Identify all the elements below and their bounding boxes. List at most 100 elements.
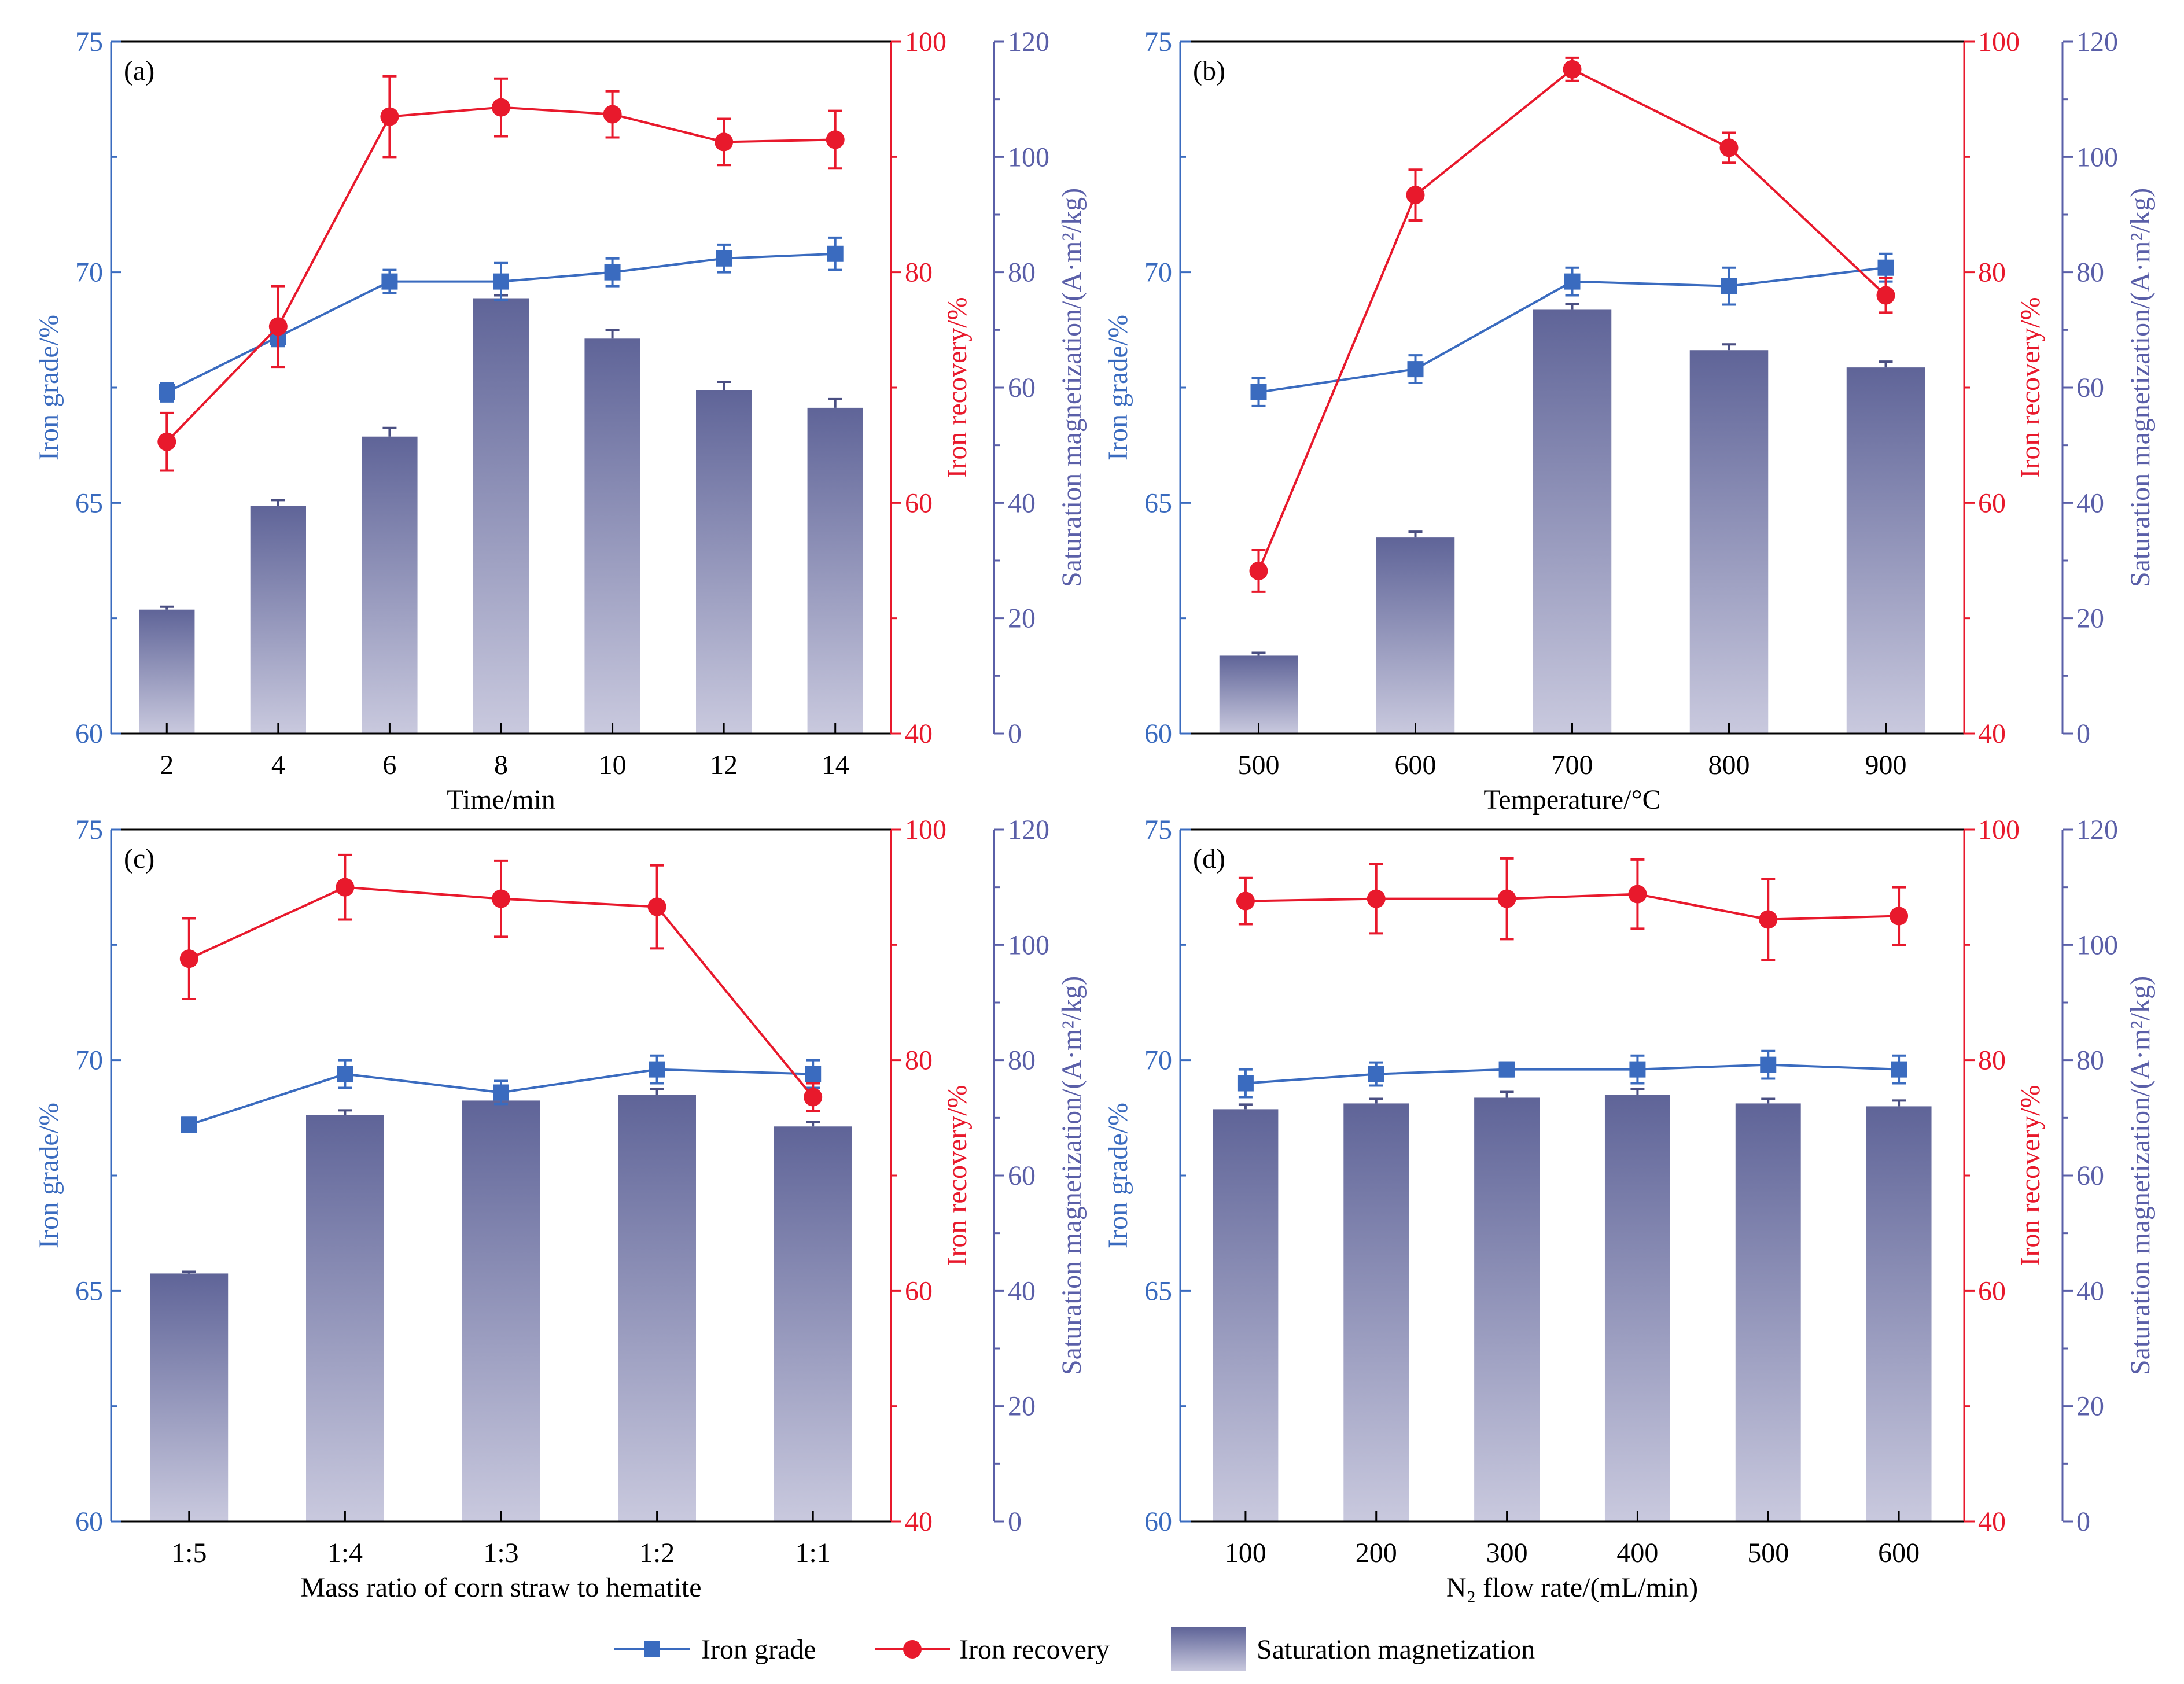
recovery-point [715,132,734,152]
magnetization-bar [1846,367,1925,734]
grade-tick-label: 60 [1144,718,1172,749]
grade-point [1407,361,1424,378]
x-axis-title: Temperature/°C [1483,784,1660,815]
magnetization-bar [1219,655,1298,734]
x-tick-label: 600 [1395,750,1437,780]
grade-point [181,1116,197,1133]
grade-series-line [1245,1063,1899,1085]
grade-tick-label: 70 [1144,1045,1172,1076]
recovery-tick-label: 80 [1978,257,2006,288]
recovery-point [179,949,198,968]
recovery-point [1236,891,1255,911]
magnetization-bar [696,390,752,734]
x-tick-label: 500 [1238,750,1280,780]
recovery-tick-label: 40 [1978,1506,2006,1537]
grade-tick-label: 65 [1144,1276,1172,1306]
magnetization-tick-label: 120 [2076,815,2118,845]
grade-point [649,1061,665,1078]
x-tick-label: 4 [271,750,285,780]
grade-point [805,1066,822,1082]
grade-tick-label: 70 [1144,257,1172,288]
legend-recovery-marker [903,1640,922,1659]
magnetization-tick-label: 20 [1008,1391,1036,1422]
magnetization-tick-label: 40 [1008,488,1036,518]
magnetization-tick-label: 80 [2076,1045,2104,1076]
grade-axis-title: Iron grade/% [34,315,64,460]
legend-grade-label: Iron grade [701,1634,816,1665]
magnetization-bar [1213,1109,1279,1521]
grade-point [493,1084,509,1101]
legend-recovery-label: Iron recovery [959,1634,1110,1665]
magnetization-tick-label: 40 [1008,1276,1036,1306]
magnetization-axis-title: Saturation magnetization/(A·m²/kg) [1056,188,1087,587]
magnetization-bar [774,1126,852,1521]
grade-point [1237,1075,1254,1092]
magnetization-bar [473,298,529,734]
legend-grade-marker [644,1641,660,1657]
grade-point [1877,259,1894,276]
recovery-point [1497,889,1516,908]
magnetization-bar [462,1100,540,1521]
magnetization-tick-label: 20 [1008,603,1036,634]
panel-label: (c) [124,843,154,874]
x-tick-label: 700 [1552,750,1593,780]
magnetization-bar [1343,1103,1409,1521]
recovery-tick-label: 60 [1978,488,2006,518]
x-tick-label: 100 [1225,1538,1266,1568]
recovery-point [1628,885,1647,904]
grade-point [716,250,732,267]
magnetization-bar [1604,1095,1670,1521]
magnetization-tick-label: 0 [1008,718,1022,749]
recovery-tick-label: 100 [1978,815,2020,845]
magnetization-tick-label: 20 [2076,1391,2104,1422]
x-tick-label: 400 [1616,1538,1658,1568]
magnetization-bar [618,1095,696,1521]
magnetization-bar [584,338,640,734]
recovery-tick-label: 60 [905,1276,933,1306]
legend: Iron grade Iron recovery Saturation magnet… [614,1627,1535,1671]
recovery-point [492,889,510,908]
recovery-series-line [1245,893,1899,921]
magnetization-bar [807,407,863,734]
recovery-point [157,432,176,451]
x-axis-title: Time/min [447,784,555,815]
grade-point [337,1066,353,1082]
magnetization-tick-label: 80 [1008,1045,1036,1076]
magnetization-bar [1474,1097,1540,1521]
grade-tick-label: 70 [75,1045,103,1076]
recovery-point [603,105,622,124]
recovery-point [1406,186,1425,205]
grade-axis-title: Iron grade/% [1103,1103,1133,1248]
panel-c: 60 65 70 75 Iron grade/% 40 60 80 100 Iron recove… [34,815,1087,1603]
recovery-point [1563,60,1582,79]
magnetization-tick-label: 80 [1008,257,1036,288]
x-tick-label: 10 [599,750,627,780]
magnetization-tick-label: 100 [2076,930,2118,960]
recovery-tick-label: 60 [1978,1276,2006,1306]
grade-axis-title: Iron grade/% [1103,315,1133,460]
grade-tick-label: 60 [75,718,103,749]
x-axis-title: N₂ flow rate/(mL/min) [1446,1572,1698,1603]
legend-magnetization-label: Saturation magnetization [1257,1634,1535,1665]
grade-tick-label: 75 [1144,815,1172,845]
x-tick-label: 1:4 [327,1538,363,1568]
x-tick-label: 500 [1747,1538,1789,1568]
legend-magnetization-swatch [1171,1627,1246,1671]
grade-axis-title: Iron grade/% [34,1103,64,1248]
magnetization-tick-label: 120 [1008,815,1049,845]
recovery-point [804,1088,823,1107]
magnetization-bar [250,506,306,734]
grade-point [1629,1061,1646,1078]
recovery-point [1249,561,1268,580]
grade-tick-label: 60 [1144,1506,1172,1537]
recovery-tick-label: 40 [1978,718,2006,749]
grade-point [827,245,844,262]
grade-tick-label: 65 [75,488,103,518]
recovery-point [1876,286,1895,305]
recovery-axis-title: Iron recovery/% [942,1085,973,1266]
x-tick-label: 1:5 [171,1538,207,1568]
magnetization-bar [362,436,418,734]
panel-b: 60 65 70 75 Iron grade/% 40 60 80 100 Iron recove… [1103,27,2156,815]
